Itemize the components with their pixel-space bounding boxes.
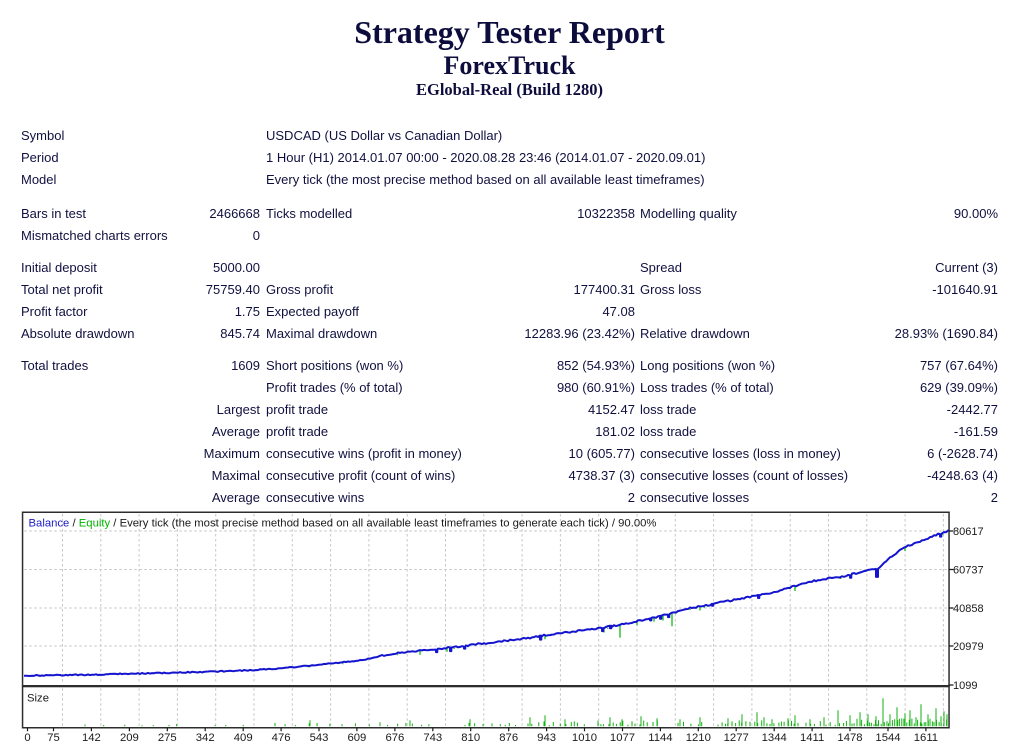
svg-text:342: 342 — [196, 732, 215, 744]
svg-text:943: 943 — [537, 732, 556, 744]
svg-text:743: 743 — [423, 732, 442, 744]
svg-text:1344: 1344 — [762, 732, 787, 744]
svg-text:1010: 1010 — [572, 732, 597, 744]
svg-text:75: 75 — [47, 732, 60, 744]
svg-text:1411: 1411 — [800, 732, 824, 744]
svg-text:209: 209 — [120, 732, 139, 744]
svg-text:676: 676 — [385, 732, 404, 744]
svg-text:476: 476 — [272, 732, 291, 744]
svg-text:1210: 1210 — [686, 732, 711, 744]
svg-text:876: 876 — [499, 732, 518, 744]
svg-text:80617: 80617 — [953, 526, 984, 538]
svg-text:1478: 1478 — [837, 732, 862, 744]
svg-text:Balance / Equity / Every tick: Balance / Equity / Every tick (the most … — [29, 518, 657, 530]
svg-text:60737: 60737 — [953, 565, 984, 577]
svg-text:1544: 1544 — [875, 732, 900, 744]
svg-text:810: 810 — [461, 732, 480, 744]
svg-text:1099: 1099 — [953, 680, 977, 692]
svg-text:20979: 20979 — [953, 641, 984, 653]
svg-text:142: 142 — [82, 732, 101, 744]
svg-text:609: 609 — [347, 732, 366, 744]
svg-text:0: 0 — [24, 732, 30, 744]
svg-text:543: 543 — [310, 732, 329, 744]
svg-text:Size: Size — [27, 693, 49, 705]
svg-text:1077: 1077 — [610, 732, 635, 744]
svg-text:1144: 1144 — [648, 732, 672, 744]
svg-text:275: 275 — [158, 732, 177, 744]
svg-text:1611: 1611 — [914, 732, 938, 744]
svg-text:1277: 1277 — [724, 732, 749, 744]
svg-text:40858: 40858 — [953, 603, 984, 615]
svg-text:409: 409 — [234, 732, 253, 744]
